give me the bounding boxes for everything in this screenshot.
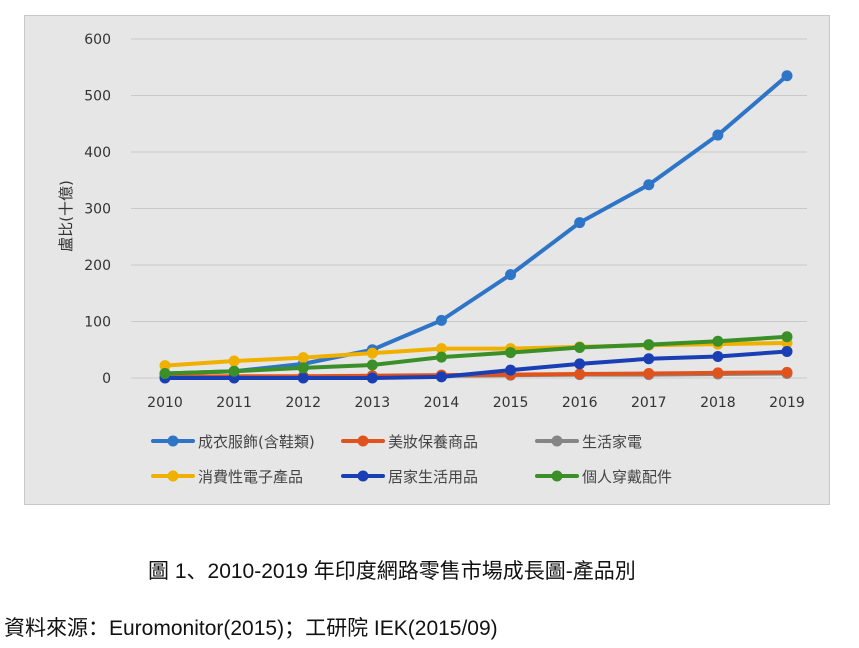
x-axis-ticks: 2010 2011 2012 2013 2014 2015 2016 2017 2018 2019 bbox=[147, 395, 805, 411]
x-tick-label: 2015 bbox=[493, 395, 529, 411]
y-tick-label: 600 bbox=[84, 32, 111, 48]
data-point bbox=[159, 367, 171, 379]
series-lines bbox=[159, 70, 793, 384]
data-point bbox=[781, 345, 793, 357]
x-tick-label: 2017 bbox=[631, 395, 667, 411]
legend-swatch-marker bbox=[167, 470, 179, 482]
chart-area: 0 100 200 300 400 500 600 2010 2011 2012 2013 2014… bbox=[24, 15, 830, 505]
legend-swatch-marker bbox=[551, 435, 563, 447]
y-tick-label: 300 bbox=[84, 202, 111, 218]
data-point bbox=[435, 343, 447, 355]
series-0 bbox=[159, 70, 793, 379]
legend-swatch-marker bbox=[167, 435, 179, 447]
x-tick-label: 2010 bbox=[147, 395, 183, 411]
data-point bbox=[781, 331, 793, 343]
data-point bbox=[228, 355, 240, 367]
legend-label: 美妝保養商品 bbox=[388, 433, 478, 451]
legend-item: 成衣服飾(含鞋類) bbox=[151, 433, 315, 451]
y-tick-label: 500 bbox=[84, 89, 111, 105]
data-point bbox=[228, 365, 240, 377]
legend-item: 消費性電子產品 bbox=[151, 468, 303, 486]
data-point bbox=[297, 362, 309, 374]
data-point bbox=[159, 360, 171, 372]
legend-label: 居家生活用品 bbox=[388, 468, 478, 486]
data-point bbox=[366, 359, 378, 371]
legend-label: 成衣服飾(含鞋類) bbox=[198, 433, 315, 451]
data-point bbox=[643, 179, 655, 191]
source-note: 資料來源：Euromonitor(2015)；工研院 IEK(2015/09) bbox=[4, 617, 498, 640]
data-point bbox=[297, 352, 309, 364]
data-point bbox=[574, 341, 586, 353]
legend-item: 個人穿戴配件 bbox=[535, 468, 672, 486]
x-tick-label: 2019 bbox=[769, 395, 805, 411]
data-point bbox=[712, 367, 724, 379]
data-point bbox=[643, 353, 655, 365]
y-axis-label: 盧比(十億) bbox=[57, 180, 75, 252]
line-chart: 0 100 200 300 400 500 600 2010 2011 2012 2013 2014… bbox=[57, 32, 807, 486]
data-point bbox=[712, 129, 724, 141]
y-tick-label: 100 bbox=[84, 315, 111, 331]
legend-item: 美妝保養商品 bbox=[341, 433, 478, 451]
legend-item: 居家生活用品 bbox=[341, 468, 478, 486]
legend-swatch-marker bbox=[357, 470, 369, 482]
y-tick-label: 200 bbox=[84, 258, 111, 274]
series-line bbox=[163, 349, 789, 380]
legend-swatch-marker bbox=[357, 435, 369, 447]
x-tick-label: 2012 bbox=[285, 395, 321, 411]
data-point bbox=[505, 364, 517, 376]
legend-label: 消費性電子產品 bbox=[198, 468, 303, 486]
series-5 bbox=[159, 331, 793, 379]
data-point bbox=[643, 339, 655, 351]
y-axis-ticks: 0 100 200 300 400 500 600 bbox=[84, 32, 111, 387]
data-point bbox=[435, 314, 447, 326]
series-line bbox=[163, 334, 789, 376]
data-point bbox=[574, 368, 586, 380]
legend-swatch-marker bbox=[551, 470, 563, 482]
data-point bbox=[712, 351, 724, 363]
x-tick-label: 2018 bbox=[700, 395, 736, 411]
data-point bbox=[574, 358, 586, 370]
series-line bbox=[163, 73, 789, 376]
data-point bbox=[643, 367, 655, 379]
data-point bbox=[781, 70, 793, 82]
data-point bbox=[297, 372, 309, 384]
data-point bbox=[712, 335, 724, 347]
data-point bbox=[435, 371, 447, 383]
x-tick-label: 2014 bbox=[424, 395, 460, 411]
x-tick-label: 2011 bbox=[216, 395, 252, 411]
gridlines bbox=[131, 38, 807, 379]
legend-label: 個人穿戴配件 bbox=[582, 468, 672, 486]
data-point bbox=[435, 351, 447, 363]
data-point bbox=[781, 366, 793, 378]
y-tick-label: 0 bbox=[102, 371, 111, 387]
y-tick-label: 400 bbox=[84, 145, 111, 161]
data-point bbox=[505, 269, 517, 281]
x-tick-label: 2013 bbox=[355, 395, 391, 411]
data-point bbox=[366, 372, 378, 384]
data-point bbox=[574, 217, 586, 229]
figure-caption: 圖 1、2010-2019 年印度網路零售市場成長圖-產品別 bbox=[148, 560, 636, 583]
legend-label: 生活家電 bbox=[582, 433, 642, 451]
data-point bbox=[366, 347, 378, 359]
legend-item: 生活家電 bbox=[535, 433, 642, 451]
x-tick-label: 2016 bbox=[562, 395, 598, 411]
data-point bbox=[505, 347, 517, 359]
